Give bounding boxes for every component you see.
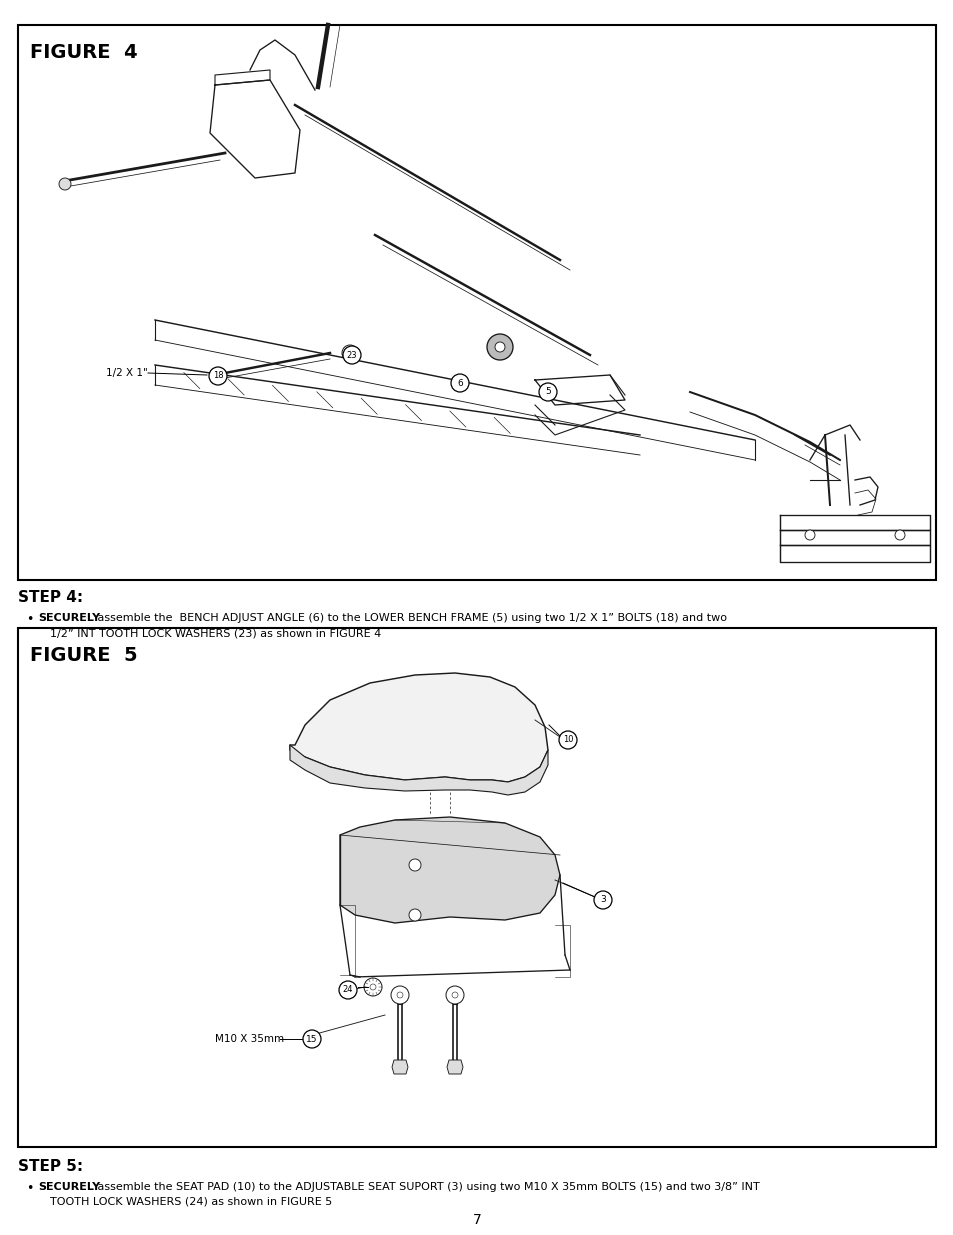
Circle shape xyxy=(451,374,469,391)
Text: 1/2 X 1": 1/2 X 1" xyxy=(106,368,148,378)
Circle shape xyxy=(452,992,457,998)
Text: assemble the  BENCH ADJUST ANGLE (6) to the LOWER BENCH FRAME (5) using two 1/2 : assemble the BENCH ADJUST ANGLE (6) to t… xyxy=(94,613,726,622)
Text: 24: 24 xyxy=(342,986,353,994)
Text: 3: 3 xyxy=(599,895,605,904)
Circle shape xyxy=(396,992,402,998)
Circle shape xyxy=(894,530,904,540)
Text: TOOTH LOCK WASHERS (24) as shown in FIGURE 5: TOOTH LOCK WASHERS (24) as shown in FIGU… xyxy=(50,1197,332,1207)
Circle shape xyxy=(209,367,227,385)
Polygon shape xyxy=(447,1060,462,1074)
Text: 18: 18 xyxy=(213,372,223,380)
Text: assemble the SEAT PAD (10) to the ADJUSTABLE SEAT SUPORT (3) using two M10 X 35m: assemble the SEAT PAD (10) to the ADJUST… xyxy=(94,1182,759,1192)
Polygon shape xyxy=(290,745,547,795)
Circle shape xyxy=(409,909,420,921)
Circle shape xyxy=(341,345,357,361)
Circle shape xyxy=(391,986,409,1004)
Text: •: • xyxy=(26,613,33,626)
Text: SECURELY: SECURELY xyxy=(38,613,100,622)
Text: FIGURE  5: FIGURE 5 xyxy=(30,646,137,664)
Polygon shape xyxy=(339,818,559,923)
Polygon shape xyxy=(290,673,547,782)
Text: 10: 10 xyxy=(562,736,573,745)
Text: 23: 23 xyxy=(346,351,357,359)
Circle shape xyxy=(495,342,504,352)
Text: SECURELY: SECURELY xyxy=(38,1182,100,1192)
Bar xyxy=(18,629,935,1147)
Text: •: • xyxy=(26,1182,33,1195)
Text: STEP 5:: STEP 5: xyxy=(18,1158,83,1174)
Circle shape xyxy=(558,731,577,748)
Text: STEP 4:: STEP 4: xyxy=(18,590,83,605)
Text: M10 X 35mm: M10 X 35mm xyxy=(214,1034,284,1044)
Polygon shape xyxy=(392,1060,408,1074)
Circle shape xyxy=(446,986,463,1004)
Text: 15: 15 xyxy=(306,1035,317,1044)
Circle shape xyxy=(409,860,420,871)
Circle shape xyxy=(303,1030,320,1049)
Text: 5: 5 xyxy=(544,388,550,396)
Text: FIGURE  4: FIGURE 4 xyxy=(30,43,137,62)
Circle shape xyxy=(538,383,557,401)
Text: 1/2” INT TOOTH LOCK WASHERS (23) as shown in FIGURE 4: 1/2” INT TOOTH LOCK WASHERS (23) as show… xyxy=(50,629,381,638)
Circle shape xyxy=(370,984,375,990)
Circle shape xyxy=(343,346,360,364)
Text: 6: 6 xyxy=(456,378,462,388)
Circle shape xyxy=(364,978,381,995)
Circle shape xyxy=(59,178,71,190)
Bar xyxy=(18,25,935,580)
Text: 7: 7 xyxy=(472,1213,481,1228)
Circle shape xyxy=(210,368,226,384)
Circle shape xyxy=(804,530,814,540)
Circle shape xyxy=(594,890,612,909)
Circle shape xyxy=(347,350,353,356)
Circle shape xyxy=(338,981,356,999)
Circle shape xyxy=(486,333,513,359)
